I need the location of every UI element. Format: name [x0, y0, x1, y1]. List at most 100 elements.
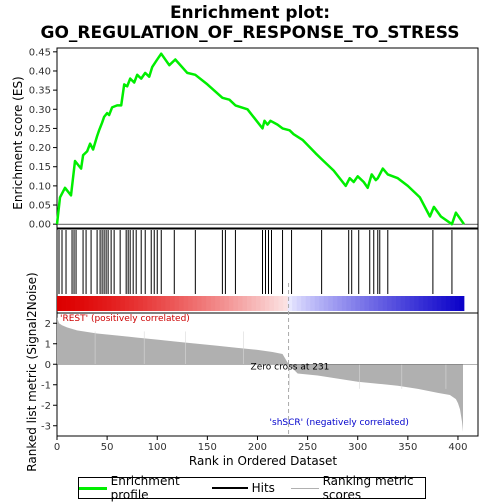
rank-color-segment — [147, 296, 153, 311]
es-y-tick-label: 0.15 — [29, 162, 51, 173]
rank-color-segment — [79, 296, 85, 311]
rank-y-tick-label: -1 — [41, 380, 51, 391]
rank-color-segment — [292, 296, 298, 311]
rank-color-segment — [373, 296, 379, 311]
chart-title-line-2: GO_REGULATION_OF_RESPONSE_TO_STRESS — [40, 23, 460, 43]
rank-color-segment — [111, 296, 117, 311]
es-y-tick-label: 0.05 — [29, 201, 51, 212]
rank-color-segment — [314, 296, 320, 311]
rank-color-segment — [332, 296, 338, 311]
legend: Enrichment profile Hits Ranking metric s… — [78, 474, 426, 502]
positive-correlation-label: 'REST' (positively correlated) — [60, 314, 190, 324]
legend-item-ranking: Ranking metric scores — [290, 474, 425, 502]
rank-color-segment — [156, 296, 162, 311]
rank-color-segment — [454, 296, 460, 311]
rank-color-segment — [183, 296, 189, 311]
x-tick-label: 200 — [248, 442, 267, 453]
legend-item-enrichment: Enrichment profile — [79, 474, 196, 502]
rank-color-segment — [133, 296, 139, 311]
rank-color-segment — [409, 296, 415, 311]
rank-color-segment — [192, 296, 198, 311]
rank-color-segment — [224, 296, 230, 311]
rank-color-segment — [382, 296, 388, 311]
rank-color-segment — [70, 296, 76, 311]
rank-color-segment — [197, 296, 203, 311]
legend-ranking-label: Ranking metric scores — [322, 474, 414, 502]
es-y-tick-label: 0.25 — [29, 124, 51, 135]
rank-color-segment — [115, 296, 121, 311]
x-tick-label: 250 — [298, 442, 317, 453]
rank-color-segment — [242, 296, 248, 311]
x-tick-label: 400 — [448, 442, 467, 453]
legend-hits-swatch — [211, 487, 248, 489]
rank-color-segment — [405, 296, 411, 311]
rank-color-segment — [255, 296, 261, 311]
rank-color-segment — [120, 296, 126, 311]
rank-color-segment — [269, 296, 275, 311]
x-tick-label: 150 — [198, 442, 217, 453]
enrichment-panel: 0.00 0.05 0.10 0.15 0.20 0.25 0.30 0.35 0.40 0.45 — [29, 47, 479, 231]
ranking-metric-area — [57, 317, 463, 432]
rank-color-segment — [233, 296, 239, 311]
x-axis-label: Rank in Ordered Dataset — [189, 454, 337, 468]
rank-color-segment — [237, 296, 243, 311]
rank-color-segment — [423, 296, 429, 311]
rank-color-segment — [427, 296, 433, 311]
x-axis: 0 50 100 150 200 250 300 350 400 — [54, 436, 467, 453]
rank-color-segment — [305, 296, 311, 311]
rank-color-segment — [319, 296, 325, 311]
rank-color-segment — [179, 296, 185, 311]
negative-correlation-label: 'shSCR' (negatively correlated) — [270, 418, 409, 428]
rank-color-segment — [432, 296, 438, 311]
es-y-tick-label: 0.45 — [29, 47, 51, 58]
rank-color-segment — [436, 296, 442, 311]
rank-color-segment — [323, 296, 329, 311]
rank-color-segment — [445, 296, 451, 311]
rank-color-segment — [151, 296, 157, 311]
rank-color-segment — [57, 296, 62, 311]
rank-y-tick-label: 0 — [45, 360, 51, 371]
rank-color-segment — [188, 296, 194, 311]
rank-color-segment — [341, 296, 347, 311]
rank-color-segment — [66, 296, 71, 311]
rank-y-tick-label: 2 — [45, 319, 51, 330]
x-tick-label: 50 — [101, 442, 114, 453]
rank-color-segment — [364, 296, 370, 311]
rank-color-segment — [206, 296, 212, 311]
rank-color-segment — [106, 296, 112, 311]
rank-color-segment — [459, 296, 465, 311]
rank-color-segment — [174, 296, 180, 311]
x-tick-label: 0 — [54, 442, 60, 453]
zero-cross-label: Zero cross at 231 — [251, 362, 330, 372]
rank-y-tick-label: -3 — [41, 421, 51, 432]
rank-color-segment — [102, 296, 108, 311]
legend-hits-label: Hits — [251, 481, 275, 495]
rank-color-segment — [328, 296, 334, 311]
x-tick-label: 300 — [348, 442, 367, 453]
rank-color-segment — [274, 296, 279, 311]
rank-color-segment — [219, 296, 225, 311]
rank-color-segment — [355, 296, 361, 311]
rank-color-segment — [61, 296, 67, 311]
legend-item-hits: Hits — [211, 481, 275, 495]
ranking-y-axis-label: Ranked list metric (Signal2Noise) — [25, 272, 39, 471]
es-y-axis-label: Enrichment score (ES) — [11, 76, 25, 209]
x-tick-label: 350 — [398, 442, 417, 453]
rank-color-segment — [387, 296, 393, 311]
es-y-tick-label: 0.20 — [29, 143, 51, 154]
es-y-tick-label: 0.10 — [29, 181, 51, 192]
rank-color-segment — [441, 296, 447, 311]
chart-title-line-1: Enrichment plot: — [169, 3, 331, 23]
es-y-tick-label: 0.35 — [29, 86, 51, 97]
rank-color-segment — [265, 296, 270, 311]
rank-color-segment — [278, 296, 284, 311]
rank-color-segment — [418, 296, 424, 311]
rank-color-segment — [251, 296, 257, 311]
rank-y-tick-label: -2 — [41, 401, 51, 412]
rank-color-segment — [165, 296, 171, 311]
rank-color-segment — [88, 296, 94, 311]
rank-color-segment — [161, 296, 166, 311]
rank-color-segment — [210, 296, 216, 311]
rank-color-segment — [129, 296, 135, 311]
rank-color-segment — [215, 296, 221, 311]
